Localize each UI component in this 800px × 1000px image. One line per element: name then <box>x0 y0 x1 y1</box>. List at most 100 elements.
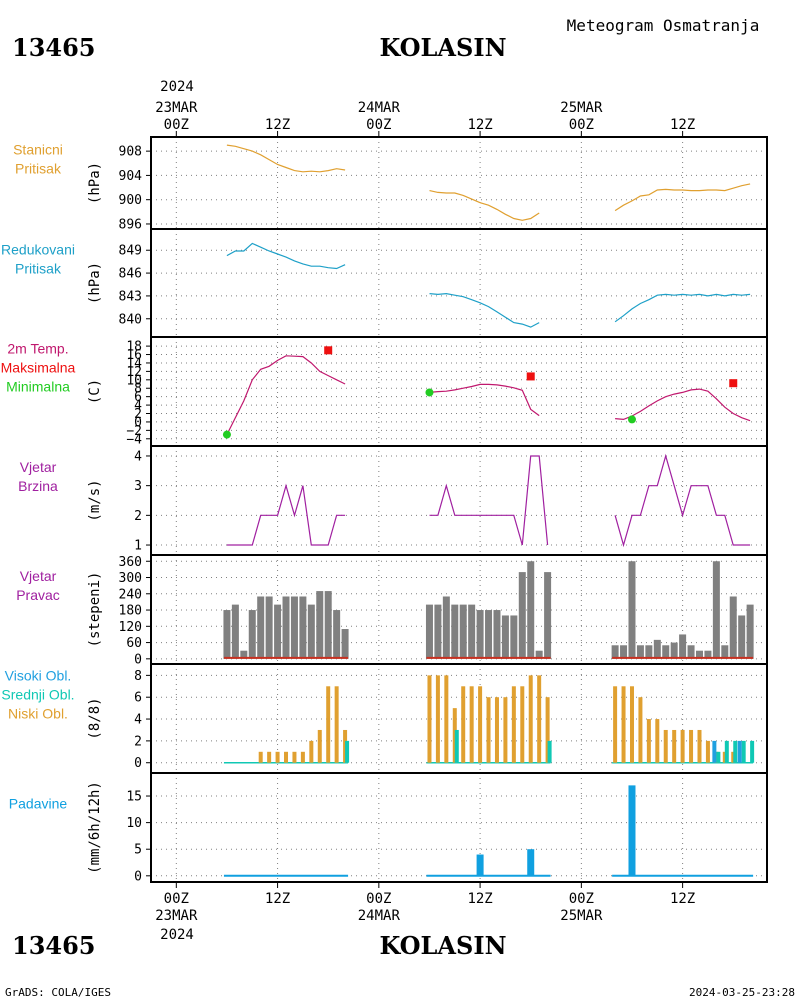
ytick-label: 6 <box>134 390 142 405</box>
grid-precipitation <box>151 773 767 882</box>
bar-niski-obl- <box>545 697 550 763</box>
station-id-top: 13465 <box>12 33 96 62</box>
bar-wind_direction <box>695 650 703 659</box>
bar-wind_direction <box>746 604 754 659</box>
bar-srednji-obl- <box>724 740 729 763</box>
station-id-bottom: 13465 <box>12 931 96 960</box>
bottom-tick-label: 12Z <box>467 891 492 907</box>
bar-wind_direction <box>620 645 628 659</box>
bar-wind_direction <box>324 591 332 659</box>
ytick-label: −4 <box>126 432 142 447</box>
bar-wind_direction <box>248 610 256 659</box>
top-tick-label: 12Z <box>467 117 492 133</box>
tmin-marker <box>425 388 434 397</box>
top-tick-label: 25MAR <box>560 100 603 116</box>
bar-niski-obl- <box>309 740 314 763</box>
bar-niski-obl- <box>334 686 339 763</box>
bar-niski-obl- <box>427 675 432 763</box>
ylabel-precipitation: (mm/6h/12h) <box>87 781 103 874</box>
year-label-bottom: 2024 <box>160 927 194 943</box>
bottom-tick-label: 25MAR <box>560 908 603 924</box>
bar-srednji-obl- <box>716 751 721 763</box>
panel-wind_speed: 1 2 3 4 (m/s) Vjetar Brzina <box>18 445 768 556</box>
ytick-label: 0 <box>134 652 142 667</box>
bar-precipitation <box>476 854 484 876</box>
bar-niski-obl- <box>435 675 440 763</box>
ytick-label: 849 <box>119 244 142 259</box>
bar-precipitation <box>628 785 636 876</box>
bar-niski-obl- <box>621 686 626 763</box>
ytick-label: 2 <box>134 734 142 749</box>
year-label-top: 2024 <box>160 79 194 95</box>
footer: 13465 KOLASIN GrADS: COLA/IGES 2024-03-2… <box>5 931 795 999</box>
bar-wind_direction <box>468 604 476 659</box>
ylabel-station_pressure: (hPa) <box>87 162 103 204</box>
bar-niski-obl- <box>537 675 542 763</box>
bar-niski-obl- <box>478 686 483 763</box>
bar-wind_direction <box>476 610 484 659</box>
bar-wind_direction <box>459 604 467 659</box>
ytick-label: 15 <box>126 790 142 805</box>
series-line-station_pressure-1 <box>429 190 540 221</box>
bar-wind_direction <box>704 650 712 659</box>
bar-wind_direction <box>653 639 661 659</box>
bar-srednji-obl- <box>733 740 738 763</box>
bar-niski-obl- <box>705 740 710 763</box>
bar-wind_direction <box>670 642 678 659</box>
bar-niski-obl- <box>267 751 272 763</box>
ytick-label: 120 <box>119 620 142 635</box>
ytick-label: 2 <box>134 509 142 524</box>
bar-wind_direction <box>729 596 737 659</box>
bar-wind_direction <box>231 604 239 659</box>
ylabel-reduced_pressure: (hPa) <box>87 262 103 304</box>
bottom-tick-label: 23MAR <box>155 908 198 924</box>
grid-temperature <box>151 337 767 446</box>
bar-wind_direction <box>299 596 307 659</box>
chart-subtitle: Meteogram Osmatranja <box>567 16 760 35</box>
bar-srednji-obl- <box>741 740 746 763</box>
top-tick-label: 00Z <box>366 117 391 133</box>
bar-niski-obl- <box>528 675 533 763</box>
ytick-label: 10 <box>126 373 142 388</box>
panels: 896900904908(hPa)StanicniPritisak8408438… <box>1 136 768 884</box>
ytick-label: 180 <box>119 604 142 619</box>
bar-srednji-obl- <box>454 729 459 763</box>
ytick-label: 12 <box>126 365 142 380</box>
bottom-tick-label: 12Z <box>670 891 695 907</box>
bar-wind_direction <box>425 604 433 659</box>
bottom-tick-label: 00Z <box>569 891 594 907</box>
series-line-station_pressure-2 <box>614 183 751 212</box>
bar-niski-obl- <box>258 751 263 763</box>
side-label-reduced_pressure: Pritisak <box>15 261 62 277</box>
side-label-temperature: Minimalna <box>6 379 70 395</box>
panel-frame <box>150 228 768 338</box>
bar-niski-obl- <box>284 751 289 763</box>
ytick-label: 360 <box>119 555 142 570</box>
bar-wind_direction <box>544 572 552 659</box>
bar-niski-obl- <box>461 686 466 763</box>
bar-visoki-obl- <box>737 740 742 763</box>
bar-niski-obl- <box>486 697 491 763</box>
station-name-bottom: KOLASIN <box>379 931 506 960</box>
side-label-station_pressure: Pritisak <box>15 161 62 177</box>
ytick-label: 843 <box>119 289 142 304</box>
series-line-wind_speed-0 <box>226 483 346 546</box>
series-line-temperature-2 <box>615 388 751 422</box>
bar-wind_direction <box>223 610 231 659</box>
bar-wind_direction <box>662 645 670 659</box>
station-name-top: KOLASIN <box>379 33 506 62</box>
bar-niski-obl- <box>680 729 685 763</box>
series-line-reduced_pressure-1 <box>429 292 540 328</box>
bar-wind_direction <box>341 629 349 659</box>
bar-wind_direction <box>611 645 619 659</box>
top-tick-label: 00Z <box>569 117 594 133</box>
ytick-label: 840 <box>119 312 142 327</box>
timestamp-text: 2024-03-25-23:28 <box>689 986 795 999</box>
top-tick-label: 12Z <box>670 117 695 133</box>
tmax-marker <box>526 372 535 381</box>
bar-wind_direction <box>628 561 636 659</box>
side-label-precipitation: Padavine <box>9 796 68 812</box>
